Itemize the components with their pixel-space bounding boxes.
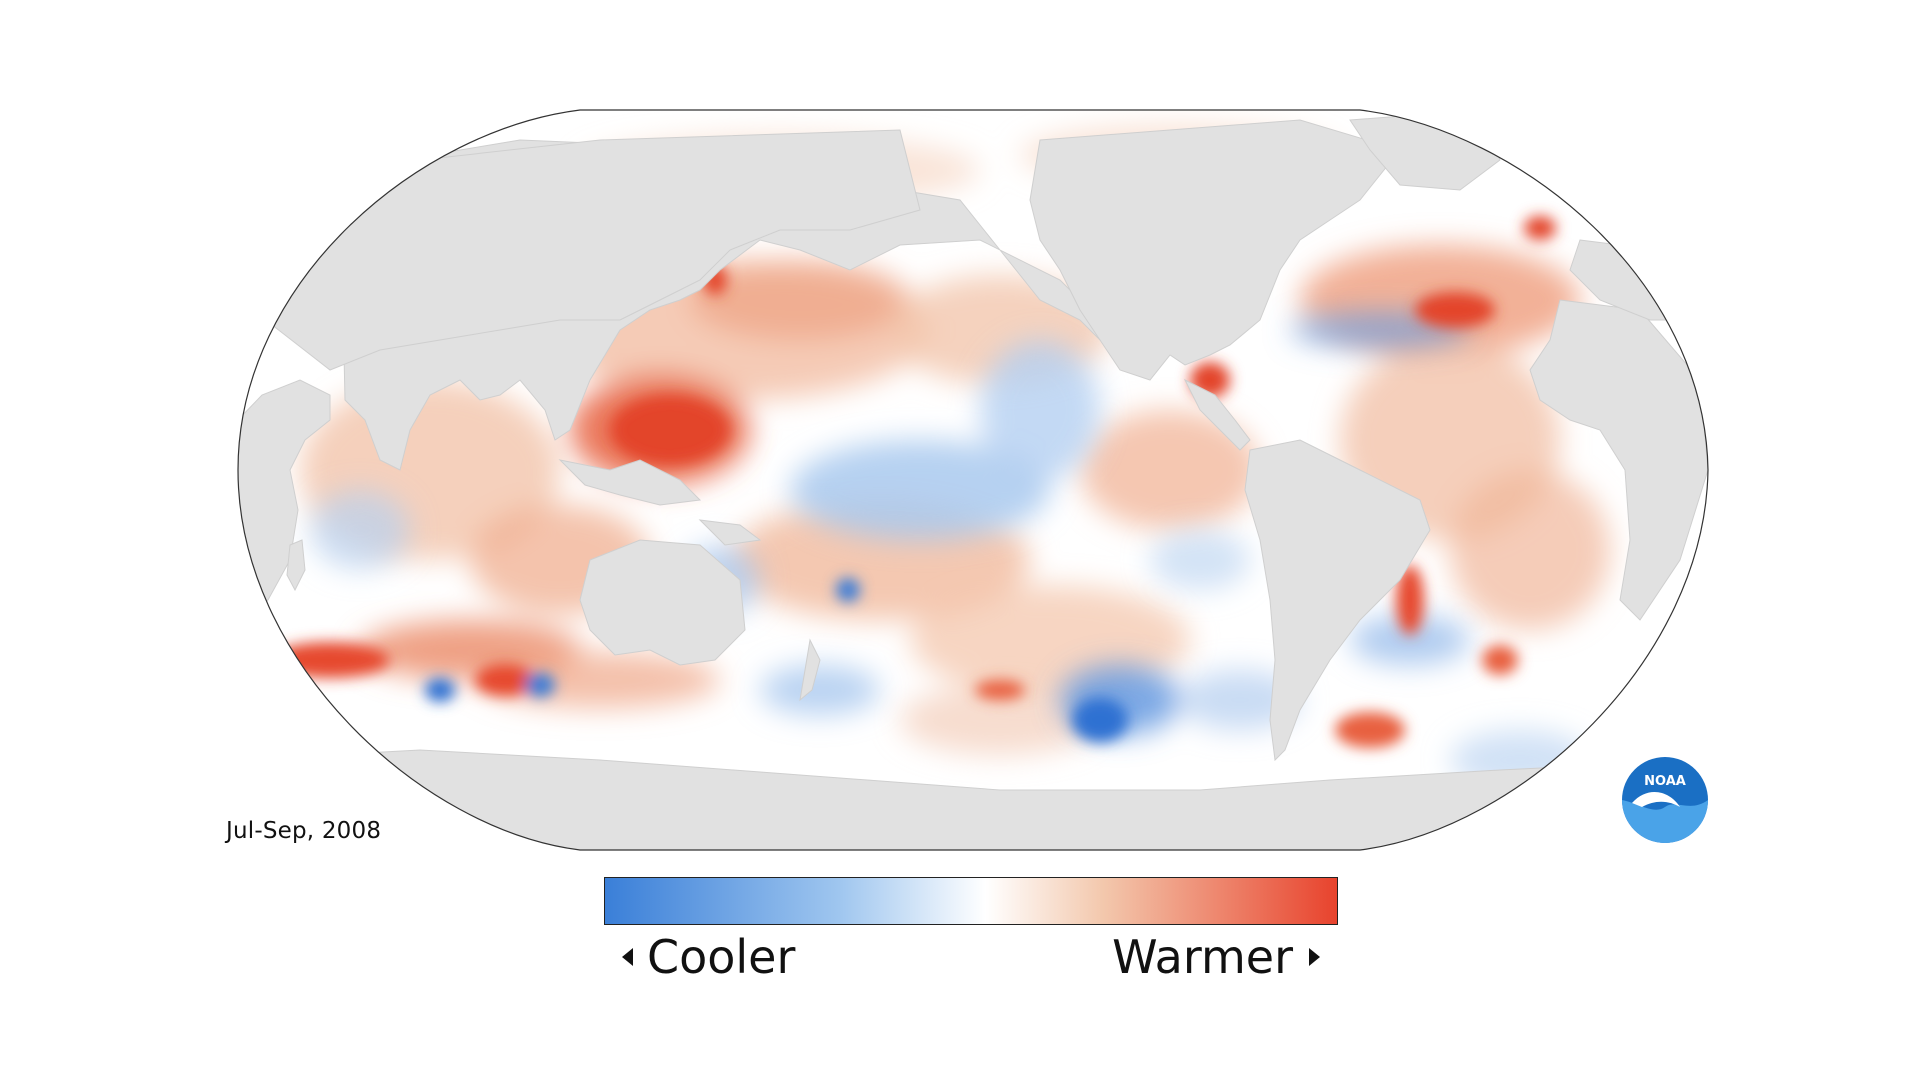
arrow-left-icon	[622, 948, 633, 966]
noaa-logo-bird	[1632, 791, 1680, 807]
legend-cooler-label: Cooler	[647, 930, 796, 984]
legend-cooler: Cooler	[622, 929, 795, 985]
legend-warmer: Warmer	[1112, 929, 1320, 985]
strong-anomaly-spots	[270, 172, 1556, 748]
globe-area	[238, 110, 1708, 850]
noaa-logo: NOAA	[1622, 757, 1708, 843]
legend-warmer-label: Warmer	[1112, 930, 1293, 984]
land-masses	[238, 110, 1708, 850]
period-label: Jul-Sep, 2008	[226, 818, 382, 844]
color-scale-bar	[604, 877, 1338, 925]
globe-outline	[237, 109, 1709, 851]
arrow-right-icon	[1309, 948, 1320, 966]
noaa-logo-text: NOAA	[1644, 774, 1686, 789]
noaa-logo-lower	[1622, 800, 1708, 843]
